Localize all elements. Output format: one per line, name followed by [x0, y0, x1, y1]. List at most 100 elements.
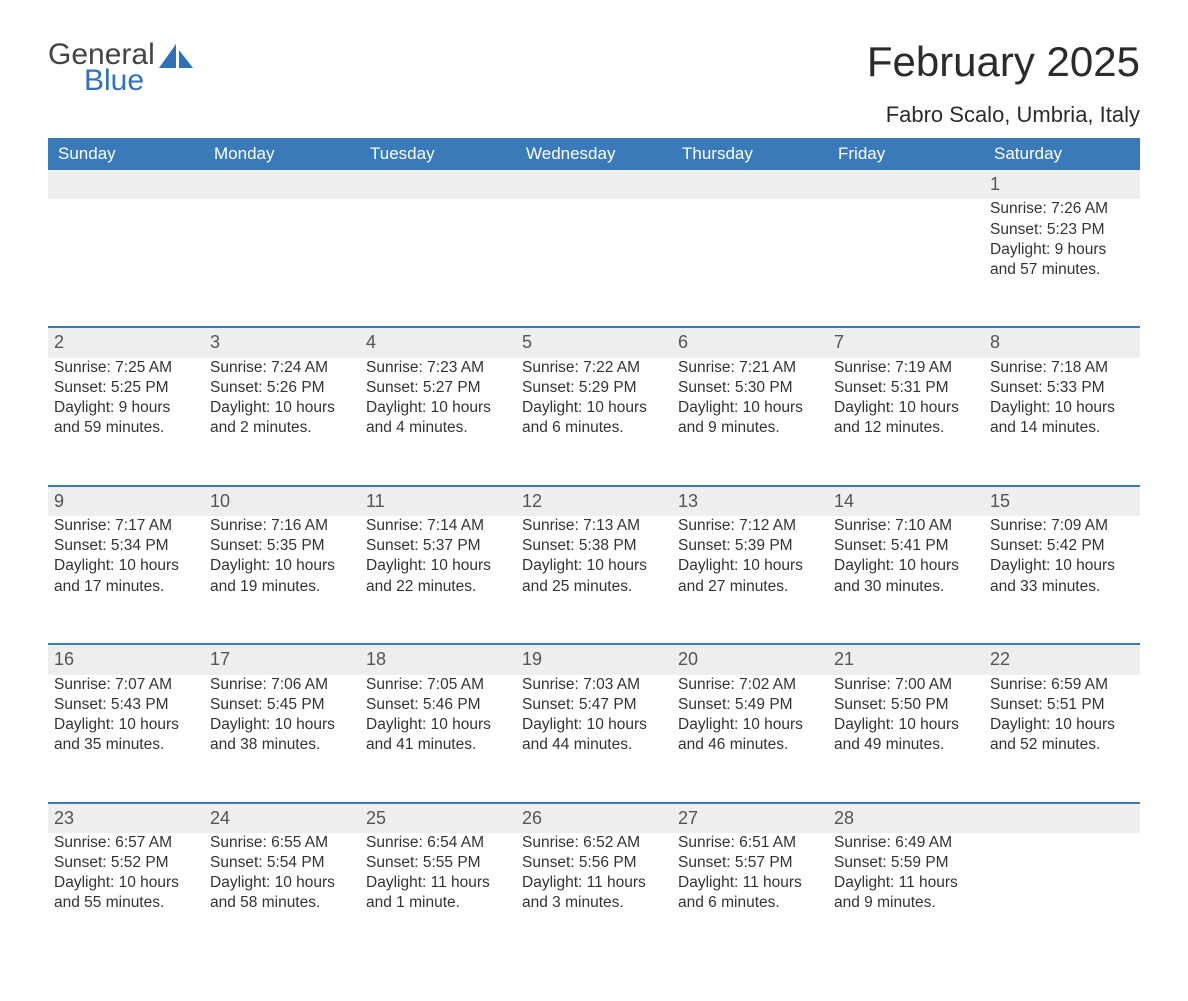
daylight-text: Daylight: 10 hours and 30 minutes.: [834, 556, 974, 596]
day-cell: Sunrise: 7:23 AMSunset: 5:27 PMDaylight:…: [360, 358, 516, 486]
sunrise-text: Sunrise: 7:19 AM: [834, 358, 974, 378]
month-title: February 2025: [867, 40, 1140, 84]
sunset-text: Sunset: 5:51 PM: [990, 695, 1130, 715]
logo-text-block: General Blue: [48, 40, 155, 96]
sunrise-text: Sunrise: 6:49 AM: [834, 833, 974, 853]
day-number: 11: [360, 486, 516, 516]
day-number: 13: [672, 486, 828, 516]
weekday-header-row: SundayMondayTuesdayWednesdayThursdayFrid…: [48, 138, 1140, 170]
sunrise-text: Sunrise: 7:22 AM: [522, 358, 662, 378]
sunset-text: Sunset: 5:38 PM: [522, 536, 662, 556]
day-cell: Sunrise: 7:26 AMSunset: 5:23 PMDaylight:…: [984, 199, 1140, 327]
daylight-text: Daylight: 10 hours and 35 minutes.: [54, 715, 194, 755]
daynum-row: 16171819202122: [48, 644, 1140, 674]
weekday-header: Wednesday: [516, 138, 672, 170]
sunset-text: Sunset: 5:47 PM: [522, 695, 662, 715]
daynum-row: 9101112131415: [48, 486, 1140, 516]
day-cell: Sunrise: 7:09 AMSunset: 5:42 PMDaylight:…: [984, 516, 1140, 644]
daylight-text: Daylight: 10 hours and 41 minutes.: [366, 715, 506, 755]
day-cell: Sunrise: 7:18 AMSunset: 5:33 PMDaylight:…: [984, 358, 1140, 486]
sunrise-text: Sunrise: 6:59 AM: [990, 675, 1130, 695]
sunrise-text: Sunrise: 7:26 AM: [990, 199, 1130, 219]
sunset-text: Sunset: 5:39 PM: [678, 536, 818, 556]
day-cell: Sunrise: 7:13 AMSunset: 5:38 PMDaylight:…: [516, 516, 672, 644]
location: Fabro Scalo, Umbria, Italy: [48, 102, 1140, 128]
sunrise-text: Sunrise: 6:57 AM: [54, 833, 194, 853]
day-cell: Sunrise: 6:57 AMSunset: 5:52 PMDaylight:…: [48, 833, 204, 961]
sunset-text: Sunset: 5:23 PM: [990, 220, 1130, 240]
day-number: 10: [204, 486, 360, 516]
daylight-text: Daylight: 10 hours and 55 minutes.: [54, 873, 194, 913]
calendar-table: SundayMondayTuesdayWednesdayThursdayFrid…: [48, 138, 1140, 961]
day-cell: Sunrise: 6:51 AMSunset: 5:57 PMDaylight:…: [672, 833, 828, 961]
sunset-text: Sunset: 5:41 PM: [834, 536, 974, 556]
sunset-text: Sunset: 5:43 PM: [54, 695, 194, 715]
empty-cell: [360, 170, 516, 199]
sunset-text: Sunset: 5:35 PM: [210, 536, 350, 556]
day-cell: Sunrise: 7:17 AMSunset: 5:34 PMDaylight:…: [48, 516, 204, 644]
sunrise-text: Sunrise: 7:03 AM: [522, 675, 662, 695]
daylight-text: Daylight: 11 hours and 1 minute.: [366, 873, 506, 913]
sunset-text: Sunset: 5:42 PM: [990, 536, 1130, 556]
weekday-header: Friday: [828, 138, 984, 170]
daylight-text: Daylight: 10 hours and 6 minutes.: [522, 398, 662, 438]
sunrise-text: Sunrise: 7:16 AM: [210, 516, 350, 536]
day-cell: Sunrise: 7:10 AMSunset: 5:41 PMDaylight:…: [828, 516, 984, 644]
daylight-text: Daylight: 10 hours and 38 minutes.: [210, 715, 350, 755]
day-cell: Sunrise: 6:52 AMSunset: 5:56 PMDaylight:…: [516, 833, 672, 961]
logo-sail-icon: [159, 44, 193, 72]
daylight-text: Daylight: 10 hours and 17 minutes.: [54, 556, 194, 596]
empty-cell: [828, 199, 984, 327]
day-cell: Sunrise: 7:05 AMSunset: 5:46 PMDaylight:…: [360, 675, 516, 803]
day-number: 1: [984, 170, 1140, 199]
sunrise-text: Sunrise: 7:23 AM: [366, 358, 506, 378]
day-number: 14: [828, 486, 984, 516]
empty-cell: [204, 199, 360, 327]
daylight-text: Daylight: 10 hours and 25 minutes.: [522, 556, 662, 596]
daylight-text: Daylight: 10 hours and 58 minutes.: [210, 873, 350, 913]
day-cell: Sunrise: 7:00 AMSunset: 5:50 PMDaylight:…: [828, 675, 984, 803]
sunrise-text: Sunrise: 7:09 AM: [990, 516, 1130, 536]
sunset-text: Sunset: 5:33 PM: [990, 378, 1130, 398]
day-number: 22: [984, 644, 1140, 674]
weekday-header: Sunday: [48, 138, 204, 170]
empty-cell: [672, 199, 828, 327]
empty-cell: [984, 833, 1140, 961]
day-number: 27: [672, 803, 828, 833]
day-number: 3: [204, 327, 360, 357]
sunset-text: Sunset: 5:46 PM: [366, 695, 506, 715]
sunrise-text: Sunrise: 7:05 AM: [366, 675, 506, 695]
sunrise-text: Sunrise: 7:06 AM: [210, 675, 350, 695]
weekday-header: Tuesday: [360, 138, 516, 170]
sunrise-text: Sunrise: 7:24 AM: [210, 358, 350, 378]
day-number: 20: [672, 644, 828, 674]
day-number: 28: [828, 803, 984, 833]
day-content-row: Sunrise: 6:57 AMSunset: 5:52 PMDaylight:…: [48, 833, 1140, 961]
empty-cell: [360, 199, 516, 327]
day-cell: Sunrise: 6:59 AMSunset: 5:51 PMDaylight:…: [984, 675, 1140, 803]
day-number: 9: [48, 486, 204, 516]
sunset-text: Sunset: 5:45 PM: [210, 695, 350, 715]
day-number: 4: [360, 327, 516, 357]
weekday-header: Thursday: [672, 138, 828, 170]
day-number: 5: [516, 327, 672, 357]
sunset-text: Sunset: 5:25 PM: [54, 378, 194, 398]
sunset-text: Sunset: 5:27 PM: [366, 378, 506, 398]
daylight-text: Daylight: 10 hours and 44 minutes.: [522, 715, 662, 755]
daylight-text: Daylight: 10 hours and 12 minutes.: [834, 398, 974, 438]
day-cell: Sunrise: 7:21 AMSunset: 5:30 PMDaylight:…: [672, 358, 828, 486]
daylight-text: Daylight: 10 hours and 49 minutes.: [834, 715, 974, 755]
day-number: 21: [828, 644, 984, 674]
sunrise-text: Sunrise: 7:12 AM: [678, 516, 818, 536]
day-cell: Sunrise: 7:25 AMSunset: 5:25 PMDaylight:…: [48, 358, 204, 486]
daylight-text: Daylight: 10 hours and 46 minutes.: [678, 715, 818, 755]
logo: General Blue: [48, 40, 193, 96]
sunrise-text: Sunrise: 7:00 AM: [834, 675, 974, 695]
empty-cell: [828, 170, 984, 199]
empty-cell: [48, 170, 204, 199]
sunrise-text: Sunrise: 7:14 AM: [366, 516, 506, 536]
empty-cell: [984, 803, 1140, 833]
day-cell: Sunrise: 7:22 AMSunset: 5:29 PMDaylight:…: [516, 358, 672, 486]
sunrise-text: Sunrise: 7:07 AM: [54, 675, 194, 695]
daylight-text: Daylight: 10 hours and 4 minutes.: [366, 398, 506, 438]
